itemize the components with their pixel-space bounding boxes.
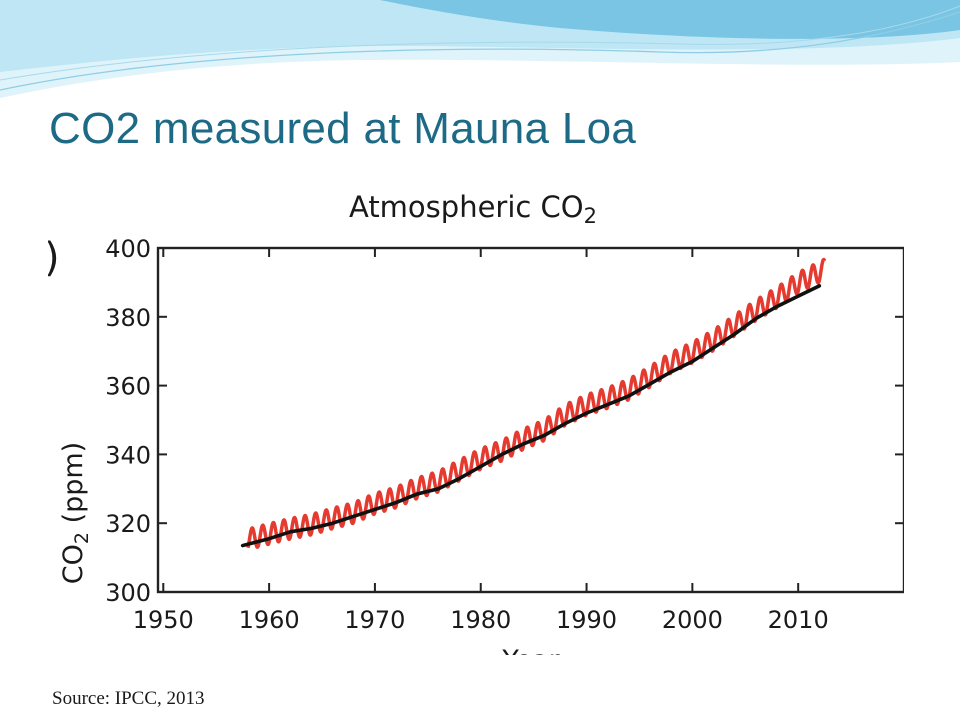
chart-title-main: Atmospheric CO — [349, 190, 584, 224]
x-tick-label: 1960 — [239, 606, 300, 634]
axes: 300 320 340 360 380 400 1950 1960 1970 1980 1990 20… — [105, 235, 904, 634]
header-wave-decoration — [0, 0, 960, 98]
y-axis-title-subscript: 2 — [71, 532, 93, 544]
annual-co2-line — [240, 284, 822, 548]
plot-frame — [156, 246, 904, 594]
x-tick-label: 1970 — [344, 606, 405, 634]
y-tick-label: 360 — [105, 373, 151, 401]
y-tick-label: 380 — [105, 304, 151, 332]
monthly-co2-line — [246, 257, 827, 549]
source-citation: Source: IPCC, 2013 — [52, 688, 205, 709]
y-axis-title-unit: (ppm) — [58, 442, 89, 532]
co2-chart-panel: Atmospheric CO2 ) CO2 (ppm) 300320340360… — [48, 183, 904, 655]
y-tick-label: 320 — [105, 510, 151, 538]
x-tick-label: 1990 — [556, 606, 617, 634]
x-tick-label: 1950 — [133, 606, 194, 634]
x-tick-label: 2000 — [662, 606, 723, 634]
x-axis-title: Year — [501, 645, 560, 655]
chart-title: Atmospheric CO2 — [349, 190, 597, 228]
y-axis-title: CO2 (ppm) — [58, 442, 93, 584]
panel-marker: ) — [48, 235, 60, 281]
chart-title-subscript: 2 — [584, 204, 597, 228]
co2-chart: Atmospheric CO2 ) CO2 (ppm) 300320340360… — [48, 190, 904, 655]
y-axis-title-main: CO — [58, 544, 89, 584]
y-tick-label: 300 — [105, 579, 151, 607]
y-tick-label: 340 — [105, 441, 151, 469]
y-tick-label: 400 — [105, 235, 151, 263]
x-tick-label: 1980 — [450, 606, 511, 634]
slide-title: CO2 measured at Mauna Loa — [49, 104, 637, 153]
plot-area — [240, 257, 827, 549]
x-tick-label: 2010 — [768, 606, 829, 634]
